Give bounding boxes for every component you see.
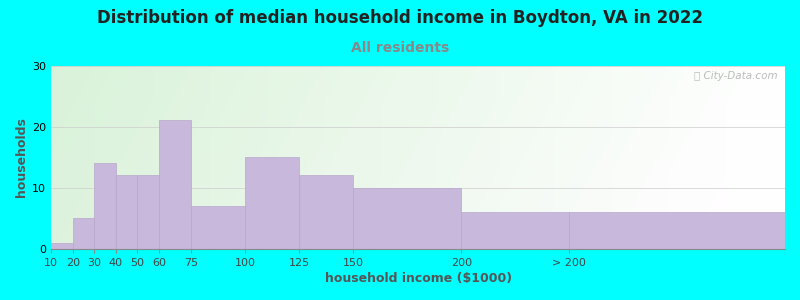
- Bar: [354, 188, 462, 249]
- Text: All residents: All residents: [351, 40, 449, 55]
- Bar: [73, 218, 94, 249]
- Bar: [299, 176, 354, 249]
- Bar: [191, 206, 246, 249]
- Bar: [94, 163, 116, 249]
- Bar: [138, 176, 159, 249]
- Bar: [246, 157, 299, 249]
- Text: Distribution of median household income in Boydton, VA in 2022: Distribution of median household income …: [97, 9, 703, 27]
- Bar: [462, 212, 569, 249]
- Text: Ⓢ City-Data.com: Ⓢ City-Data.com: [694, 71, 778, 81]
- Bar: [569, 212, 785, 249]
- Bar: [116, 176, 138, 249]
- Y-axis label: households: households: [15, 117, 28, 197]
- Bar: [159, 121, 191, 249]
- Bar: [51, 243, 73, 249]
- X-axis label: household income ($1000): household income ($1000): [325, 272, 512, 285]
